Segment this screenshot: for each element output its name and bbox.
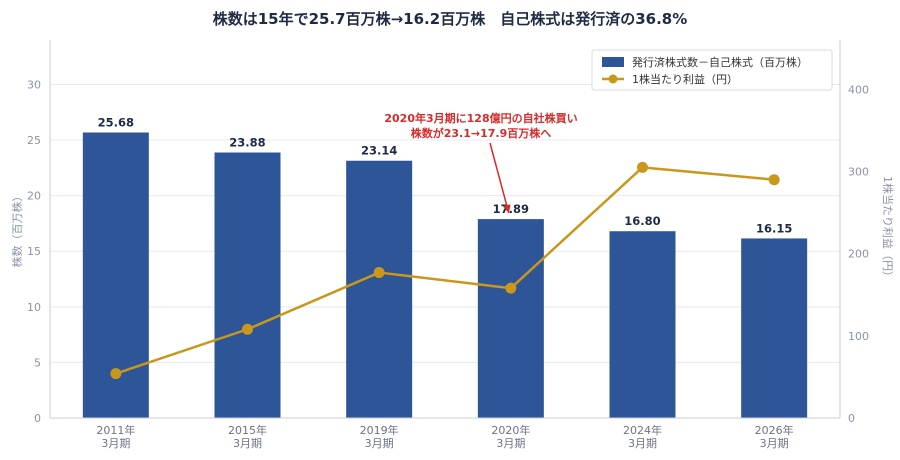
legend-swatch-bar — [602, 57, 624, 67]
annotation-arrow — [489, 142, 510, 214]
bar-value-label: 23.88 — [229, 136, 265, 150]
x-tick-label: 2026年 — [755, 423, 794, 437]
y2-tick-label: 200 — [848, 248, 869, 261]
x-tick-label: 2019年 — [360, 423, 399, 437]
y2-tick-label: 0 — [848, 412, 855, 425]
y2-axis-title: 1株当たり利益（円） — [881, 176, 895, 282]
legend-swatch-marker — [608, 74, 618, 84]
bar — [741, 238, 808, 418]
x-tick-label: 3月期 — [760, 437, 789, 450]
y-tick-label: 30 — [27, 78, 41, 91]
x-tick-label: 3月期 — [101, 437, 130, 450]
x-tick-label: 3月期 — [365, 437, 394, 450]
y-tick-label: 25 — [27, 134, 41, 147]
legend-box — [591, 49, 833, 91]
eps-point — [373, 267, 385, 279]
y-tick-label: 5 — [34, 356, 41, 369]
x-tick-label: 2011年 — [96, 423, 135, 437]
y2-tick-label: 100 — [848, 330, 869, 343]
bar-value-label: 25.68 — [98, 115, 134, 129]
x-tick-label: 2024年 — [623, 423, 662, 437]
x-tick-label: 2015年 — [228, 423, 267, 437]
bar-value-label: 16.80 — [624, 214, 660, 228]
y-tick-label: 15 — [27, 245, 41, 258]
x-tick-label: 3月期 — [233, 437, 262, 450]
bar-value-label: 17.89 — [493, 202, 529, 216]
y2-tick-label: 400 — [848, 83, 869, 96]
bar — [477, 219, 544, 418]
legend-label-bar: 発行済株式数－自己株式（百万株） — [632, 55, 808, 69]
bar-value-label: 23.14 — [361, 144, 397, 158]
bar — [346, 160, 413, 418]
legend: 発行済株式数－自己株式（百万株） 1株当たり利益（円） — [591, 49, 833, 91]
grid — [50, 83, 840, 363]
y-tick-label: 0 — [34, 412, 41, 425]
bar-value-label: 16.15 — [756, 221, 792, 235]
eps-point — [768, 174, 780, 186]
annotation-line-1: 2020年3月期に128億円の自社株買い — [384, 111, 577, 125]
x-tick-label: 2020年 — [491, 423, 530, 437]
bar-series — [82, 132, 808, 418]
y-tick-label: 20 — [27, 190, 41, 203]
bar-labels: 25.68 23.88 23.14 17.89 16.80 16.15 — [98, 115, 793, 235]
y-axis-title: 株数（百万株） — [10, 191, 24, 268]
annotation-line-2: 株数が23.1→17.9百万株へ — [411, 126, 552, 140]
eps-point — [505, 282, 517, 294]
x-tick-label: 3月期 — [496, 437, 525, 450]
eps-point — [242, 323, 253, 335]
line-series — [110, 161, 780, 380]
bar — [609, 231, 676, 418]
chart-title: 株数は15年で25.7百万株→16.2百万株 自己株式は発行済の36.8% — [213, 10, 688, 28]
eps-line — [115, 166, 775, 375]
eps-point — [110, 368, 122, 380]
y-tick-label: 10 — [27, 301, 41, 314]
y2-tick-label: 300 — [848, 165, 869, 178]
bar — [214, 152, 281, 418]
eps-point — [637, 161, 648, 173]
x-tick-label: 3月期 — [628, 437, 657, 450]
annotation-arrowhead — [502, 204, 511, 214]
legend-label-line: 1株当たり利益（円） — [632, 72, 738, 86]
